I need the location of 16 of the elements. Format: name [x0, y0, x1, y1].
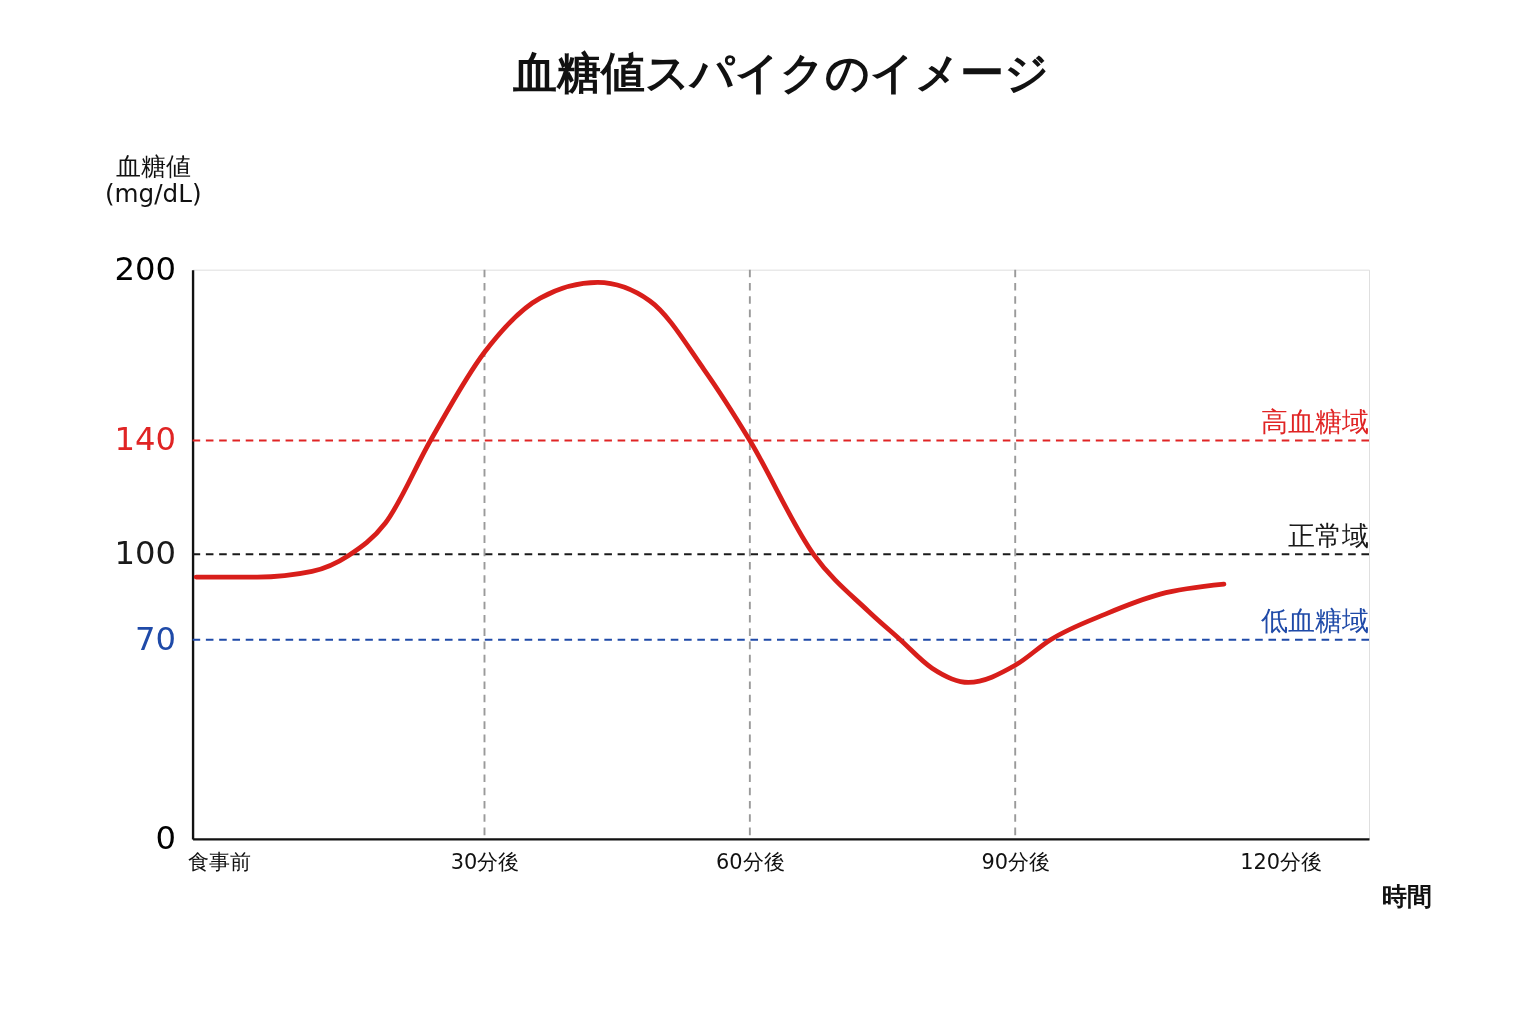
y-tick-label: 0: [155, 818, 176, 857]
x-tick-label: 90分後: [981, 849, 1050, 874]
x-axis-title: 時間: [1382, 881, 1433, 911]
y-tick-label: 70: [134, 619, 176, 658]
y-tick-label: 140: [114, 420, 176, 459]
x-tick-label: 120分後: [1240, 849, 1322, 874]
x-tick-label: 食事前: [188, 849, 252, 874]
y-axis-title: 血糖値 (mg/dL): [104, 152, 202, 208]
x-tick-label: 30分後: [450, 849, 520, 874]
ref-line-label: 高血糖域: [1261, 405, 1370, 437]
ref-line-label: 低血糖域: [1261, 605, 1370, 637]
x-tick-label: 60分後: [716, 849, 785, 874]
y-tick-label: 200: [114, 249, 176, 288]
y-tick-label: 100: [114, 534, 176, 573]
chart-title: 血糖値スパイクのイメージ: [512, 47, 1049, 99]
ref-line-label: 正常域: [1288, 519, 1370, 551]
